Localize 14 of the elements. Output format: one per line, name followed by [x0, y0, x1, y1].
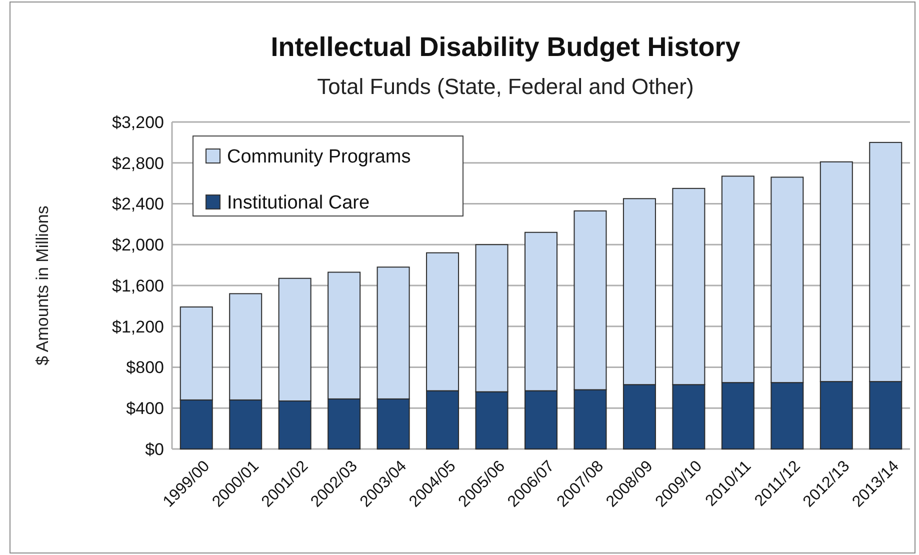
y-axis-title: $ Amounts in Millions: [33, 206, 52, 366]
y-tick-label: $2,800: [112, 154, 164, 173]
y-tick-label: $800: [126, 358, 164, 378]
legend-label: Community Programs: [227, 146, 411, 168]
y-tick-label: $2,400: [112, 194, 164, 214]
chart-subtitle: Total Funds (State, Federal and Other): [317, 74, 694, 99]
y-tick-label: $400: [126, 399, 164, 418]
y-tick-label: $2,000: [112, 236, 164, 255]
y-tick-label: $1,600: [112, 276, 164, 296]
y-tick-label: $3,200: [112, 112, 164, 132]
chart-title: Intellectual Disability Budget History: [270, 32, 740, 62]
y-tick-label: $1,200: [112, 317, 164, 336]
legend-label: Institutional Care: [227, 192, 370, 214]
y-tick-label: $0: [145, 440, 164, 459]
